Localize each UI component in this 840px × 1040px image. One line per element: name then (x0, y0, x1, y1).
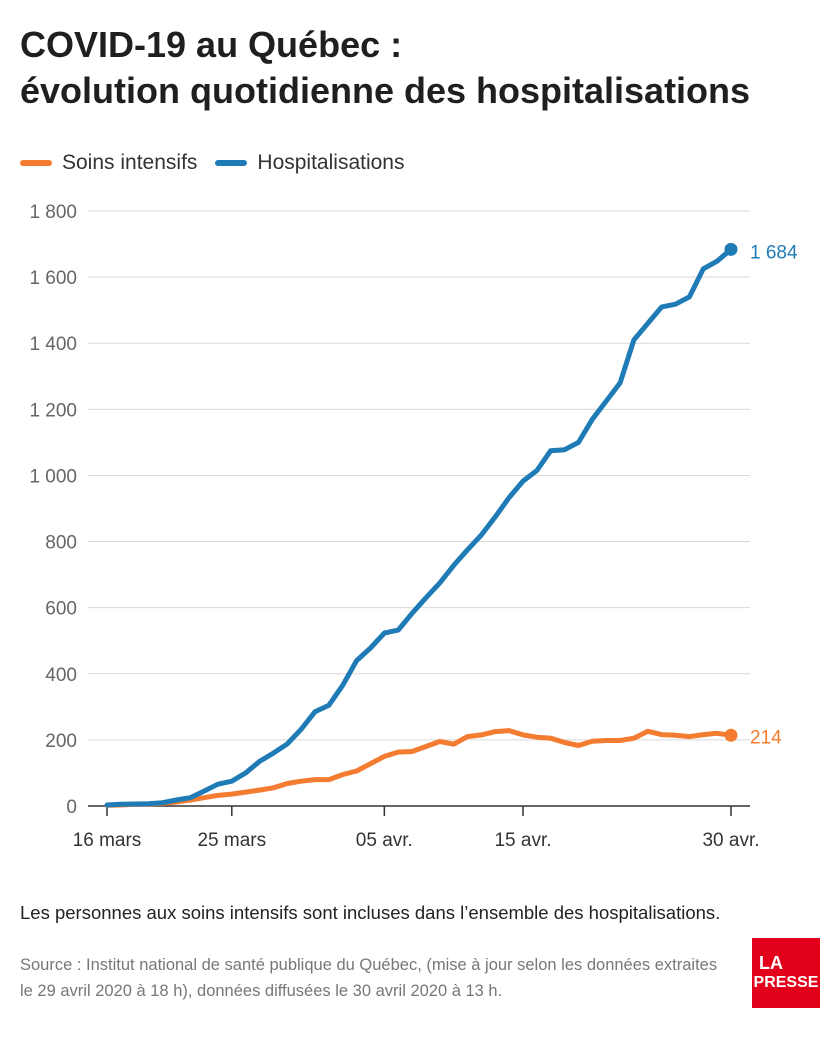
legend-item-icu: Soins intensifs (20, 151, 197, 175)
y-tick-label: 0 (66, 797, 77, 818)
end-label-hospitalisations: 1 684 (750, 242, 798, 263)
y-tick-label: 1 800 (29, 202, 77, 223)
y-tick-label: 1 200 (29, 400, 77, 421)
chart-title-line-1: COVID-19 au Québec : (20, 24, 403, 65)
end-label-soins-intensifs: 214 (750, 727, 782, 748)
end-point-soins-intensifs (724, 728, 738, 742)
legend: Soins intensifs Hospitalisations (20, 148, 422, 178)
y-tick-label: 1 400 (29, 334, 77, 355)
y-tick-label: 600 (45, 599, 77, 620)
x-axis: 16 mars 25 mars 05 avr. 15 avr. 30 avr. (73, 805, 760, 851)
logo-line-2: PRESSE (753, 974, 819, 991)
line-chart: 1 800 1 600 1 400 1 200 1 000 800 600 400 200 0 1… (29, 202, 798, 851)
y-tick-label: 1 000 (29, 466, 77, 487)
footnote: Les personnes aux soins intensifs sont i… (20, 902, 721, 923)
x-tick-label: 25 mars (197, 830, 266, 851)
x-tick-label: 05 avr. (356, 830, 413, 851)
legend-item-hosp: Hospitalisations (215, 151, 404, 175)
y-tick-label: 800 (45, 533, 77, 554)
legend-label-hosp: Hospitalisations (257, 151, 405, 174)
chart-title-line-2: évolution quotidienne des hospitalisatio… (20, 70, 751, 111)
legend-swatch-icu (20, 160, 52, 166)
logo-line-1: LA (759, 953, 783, 973)
source-text: Source : Institut national de santé publ… (20, 956, 718, 1000)
end-point-hospitalisations (724, 242, 738, 256)
end-labels: 1 684 214 (724, 242, 798, 748)
gridlines (88, 210, 750, 741)
x-tick-label: 30 avr. (702, 830, 759, 851)
x-tick-label: 16 mars (73, 830, 142, 851)
series-line-hospitalisations (104, 246, 734, 808)
y-tick-label: 400 (45, 665, 77, 686)
la-presse-logo: LA PRESSE (752, 938, 820, 1008)
y-axis-tick-labels: 1 800 1 600 1 400 1 200 1 000 800 600 400 200 0 (29, 202, 77, 818)
legend-label-icu: Soins intensifs (62, 151, 198, 174)
y-tick-label: 1 600 (29, 268, 77, 289)
x-tick-label: 15 avr. (494, 830, 551, 851)
legend-swatch-hosp (215, 160, 248, 166)
series-line-soins-intensifs (104, 728, 734, 808)
chart-title: COVID-19 au Québec : évolution quotidien… (20, 22, 820, 114)
series-lines (104, 246, 734, 808)
y-tick-label: 200 (45, 731, 77, 752)
